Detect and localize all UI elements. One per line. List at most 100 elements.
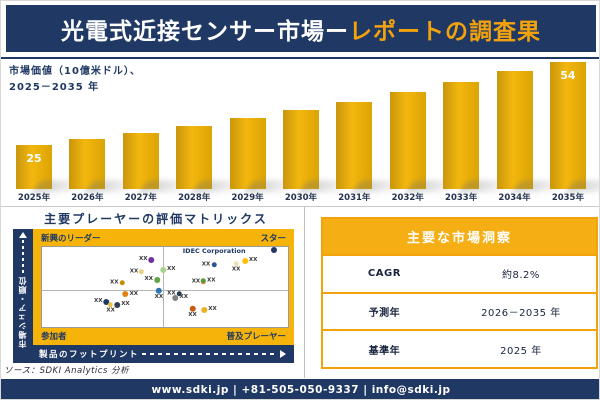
point-label: XX [106,307,115,314]
bar-2026年 [69,139,106,189]
scatter-dot [189,305,196,312]
point-label: XX [110,279,119,286]
point-label: XX [139,256,148,263]
bar-2027年 [122,133,159,189]
matrix-point [271,246,278,253]
table-row-cagr: CAGR 約8.2% [323,254,596,292]
scatter-dot [159,267,166,274]
quadrant-label-bottom-left: 参加者 [41,332,67,342]
point-label: XX [166,266,176,273]
bar-chart: 25 54 [16,59,586,189]
x-tick-2035年: 2035年 [551,193,584,203]
header-banner: 光電式近接センサー市場ーレポートの調査果 [6,5,596,52]
x-axis-dashed-line [142,353,277,355]
matrix-point: XX [114,301,130,308]
point-label: XX [201,261,211,268]
page-title: 光電式近接センサー市場ーレポートの調査果 [61,12,541,46]
x-tick-2034年: 2034年 [498,193,531,203]
scatter-dot [155,287,162,294]
insights-table: 主要な市場洞察 CAGR 約8.2% 予測年 2026－2035 年 基準年 2… [321,217,598,369]
matrix-x-axis: 製品のフットプリント [33,345,294,363]
scatter-dot [139,269,145,275]
matrix-panel: 新興のリーダー スター 参加者 普及プレーヤー IDEC Corporation… [33,229,294,345]
matrix-point: XX [241,257,258,265]
matrix-title: 主要プレーヤーの評価マトリックス [44,212,268,226]
bar-chart-x-axis: 2025年 2026年 2027年 2028年 2029年 2030年 2031年 2032年… [16,191,586,203]
bar-2028年 [176,126,213,189]
bar-2029年 [229,118,266,189]
chart-subtitle: 市場価値（10億米ドル）、 2025－2035 年 [9,64,141,95]
matrix-point: XX [139,256,155,264]
scatter-dot [172,295,179,302]
chart-subtitle-line2: 2025－2035 年 [9,81,100,93]
scatter-dot [148,257,155,264]
row-label: 基準年 [368,345,401,357]
bar-value-label: 25 [26,152,42,165]
x-tick-2029年: 2029年 [231,193,264,203]
scatter-dot [176,291,182,297]
quadrant-divider-horizontal [42,290,288,292]
page-title-main: 光電式近接センサー市場ー [61,18,349,45]
matrix-point: XX [144,275,160,283]
matrix-point: XX [201,276,216,284]
bar-2025年: 25 [16,145,52,189]
scatter-dot [119,280,125,286]
y-axis-dashed-line [22,240,24,274]
matrix-main: 新興のリーダー スター 参加者 普及プレーヤー IDEC Corporation… [33,229,294,363]
table-row-forecast-year: 予測年 2026－2035 年 [323,291,596,330]
row-value: 2025 年 [500,345,542,357]
bar-2030年 [282,110,319,189]
matrix-point: XX [122,291,138,298]
matrix-point: XX [94,297,110,305]
matrix-point: XX [110,279,125,286]
x-tick-2030年: 2030年 [284,193,318,203]
bar-2035年: 54 [549,62,586,189]
scatter-dot [103,298,110,305]
scatter-dot [241,258,248,265]
scatter-dot [271,246,278,253]
scatter-dot [108,302,114,308]
point-label: XX [248,257,258,264]
bar-2033年 [443,82,480,189]
point-label: XX [94,297,103,304]
point-label: XX [129,267,139,274]
row-label: 予測年 [368,307,401,319]
scatter-dot [233,261,239,266]
matrix-point: XX [172,294,188,302]
scatter-dot [122,291,129,298]
highlight-company-label: IDEC Corporation [182,247,246,255]
arrow-up-icon [19,232,27,238]
x-tick-2033年: 2033年 [445,193,478,203]
x-tick-2032年: 2032年 [391,193,424,203]
point-label: XX [207,276,216,283]
bar-2034年 [496,71,533,189]
insights-table-header: 主要な市場洞察 [323,219,596,254]
section-divider-horizontal [1,206,599,207]
matrix-point: XX [159,266,176,274]
row-value: 約8.2% [501,270,540,282]
x-tick-2025年: 2025年 [17,193,51,203]
scatter-dot [153,276,160,283]
chart-subtitle-line1: 市場価値（10億米ドル）、 [9,66,141,77]
matrix-point: XX [201,307,217,314]
point-label: XX [231,266,241,272]
matrix-plot-area: IDEC Corporation XX XX XX XX XX XX XX XX XX XX XX X… [41,246,289,328]
matrix-y-axis-label: 市場シェア・順位 [18,276,27,348]
source-note: ソース：SDKI Analytics 分析 [4,366,130,376]
point-label: XX [154,293,164,300]
point-label: XX [121,301,130,308]
point-label: XX [144,275,153,282]
matrix-point: XX [167,289,182,297]
matrix-x-axis-label: 製品のフットプリント [39,350,140,360]
point-label: XX [167,289,176,296]
x-tick-2031年: 2031年 [338,193,371,203]
point-label: XX [179,294,188,301]
matrix-y-axis: 市場シェア・順位 [13,229,33,363]
footer-contact-bar: www.sdki.jp | +81-505-050-9337 | info@sd… [1,379,599,399]
scatter-dot [211,262,217,268]
quadrant-label-bottom-right: 普及プレーヤー [226,332,286,342]
section-divider-vertical [304,207,305,378]
matrix-point: XX [201,261,217,268]
point-label: XX [188,311,197,318]
